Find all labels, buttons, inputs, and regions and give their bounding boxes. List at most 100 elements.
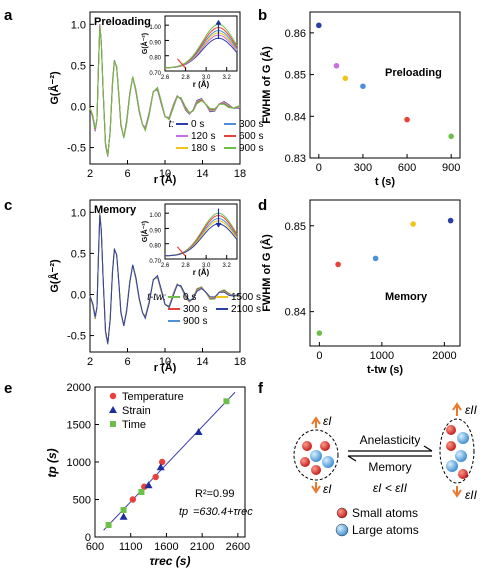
x-tick-label: 3.0 (202, 75, 211, 81)
panel-label-f: f (258, 380, 264, 397)
panel-label-d: d (258, 197, 267, 214)
legend-label: 300 s (239, 119, 263, 130)
y-tick-label: 0.85 (285, 221, 306, 233)
data-point-temperature (141, 483, 148, 490)
y-tick-label: 0.70 (149, 259, 161, 265)
data-point-strain (194, 428, 203, 435)
y-tick-label: 1.00 (149, 25, 161, 31)
panel-a-curves (89, 24, 241, 157)
panel-b-xlabel: t (s) (375, 176, 396, 188)
x-tick-label: 1600 (154, 541, 178, 553)
data-point-time (223, 398, 230, 405)
x-tick-label: 900 (442, 162, 460, 174)
memory-label: Memory (368, 460, 411, 474)
panel-a-ylabel: G(Å⁻²) (48, 71, 61, 105)
data-point-strain (144, 481, 153, 489)
series-line-2100s (89, 214, 241, 344)
legend-label-time: Time (122, 419, 146, 431)
x-tick-label: 10 (159, 168, 171, 180)
x-tick-label: 2000 (432, 350, 456, 362)
y-tick-label: 0.0 (71, 289, 86, 301)
small-atom (311, 465, 321, 475)
panel-e-legend: Temperature Strain Time (109, 391, 184, 431)
data-point-time (138, 489, 145, 495)
panel-a-title: Preloading (94, 16, 151, 28)
x-tick-label: 3.2 (223, 75, 232, 81)
inset-series-line (164, 23, 238, 69)
panel-e-chart: 600 1100 1600 2100 2600 0 500 1000 1500 2000 Temp… (45, 382, 253, 568)
legend-label: 600 s (239, 131, 263, 142)
x-tick-label: 10 (159, 356, 171, 368)
panel-c-inset: 2.6 2.8 3.0 3.2 0.70 0.80 0.90 1.00 r (Å) G(Å⁻²) (140, 203, 238, 277)
left-cluster-outline (293, 429, 339, 481)
data-point (316, 330, 323, 336)
data-point-time (120, 507, 127, 513)
small-atom (320, 441, 330, 451)
legend-prefix: t-tw: (147, 292, 166, 303)
y-tick-label: -0.5 (67, 331, 86, 343)
y-tick-label: 0.90 (149, 40, 161, 46)
panel-e-equation-rhs: =630.4+τrec (193, 506, 253, 518)
legend-label: 2100 s (231, 304, 261, 315)
x-tick-label: 18 (234, 168, 246, 180)
strain-arrow-up-icon (311, 416, 321, 428)
strain-arrow-up-icon (452, 402, 462, 416)
y-tick-label: 0.84 (285, 307, 306, 319)
panel-d-chart: 0 1000 2000 0.84 0.85 Memory t-tw (s) FWHM o… (260, 199, 461, 376)
panel-b-axes: 0 300 600 900 0.83 0.84 0.85 0.86 (285, 28, 461, 174)
y-tick-label: 1.00 (149, 213, 161, 219)
x-tick-label: 2100 (190, 541, 214, 553)
panel-b-ylabel: FWHM of G (Å) (260, 46, 273, 124)
strain-relation: εI < εII (373, 481, 408, 495)
panel-c-ylabel: G(Å⁻²) (48, 259, 61, 293)
panel-label-a: a (4, 7, 13, 24)
y-tick-label: 0.70 (149, 71, 161, 77)
panel-c-curves (89, 212, 241, 345)
y-tick-label: 1.0 (71, 19, 86, 31)
legend-label: 0 s (183, 292, 196, 303)
inset-red-arrow-icon (176, 246, 186, 257)
left-strain-label-top: εI (323, 414, 332, 428)
y-tick-label: 0.80 (149, 56, 161, 62)
legend-prefix: t: (168, 119, 174, 130)
small-atom-legend-marker (336, 507, 348, 519)
data-point (410, 221, 416, 227)
large-atom (457, 432, 469, 444)
x-tick-label: 2 (87, 168, 93, 180)
right-cluster-outline (439, 418, 475, 484)
y-tick-label: 0 (85, 532, 91, 544)
small-atom (446, 425, 456, 435)
legend-label: 120 s (191, 131, 215, 142)
inset-arrowhead-icon (215, 222, 222, 228)
y-tick-label: 0.84 (285, 111, 306, 123)
x-tick-label: 2600 (226, 541, 250, 553)
large-atom (446, 460, 458, 472)
inset-arrowhead-icon (215, 19, 222, 25)
panel-c-axes: 2 6 10 14 18 -0.5 0.0 0.5 1.0 (67, 207, 246, 368)
legend-label-strain: Strain (122, 405, 151, 417)
panel-b-annotation: Preloading (385, 67, 442, 79)
panel-label-b: b (258, 7, 267, 24)
data-point (316, 22, 322, 29)
x-tick-label: 600 (86, 541, 104, 553)
inset-series-line (164, 223, 238, 257)
legend-marker-time (110, 421, 116, 427)
legend-label: 300 s (183, 304, 207, 315)
legend-label-temperature: Temperature (122, 391, 184, 403)
data-point (360, 83, 366, 90)
forward-arrow-icon (348, 445, 433, 452)
large-atom (455, 450, 467, 462)
x-tick-label: 3.2 (223, 263, 232, 269)
data-point-time (105, 522, 112, 528)
data-point-temperature (158, 458, 166, 466)
strain-arrow-down-icon (452, 486, 462, 498)
data-point (342, 75, 349, 82)
legend-label: 900 s (183, 316, 207, 327)
inset-ylabel: G(Å⁻²) (140, 33, 149, 54)
x-tick-label: 300 (354, 162, 372, 174)
small-atom (300, 457, 310, 467)
data-point-temperature (129, 496, 137, 503)
panel-a-chart: 2 6 10 14 18 -0.5 0.0 0.5 1.0 Preloading t: 0 s12… (48, 11, 263, 186)
